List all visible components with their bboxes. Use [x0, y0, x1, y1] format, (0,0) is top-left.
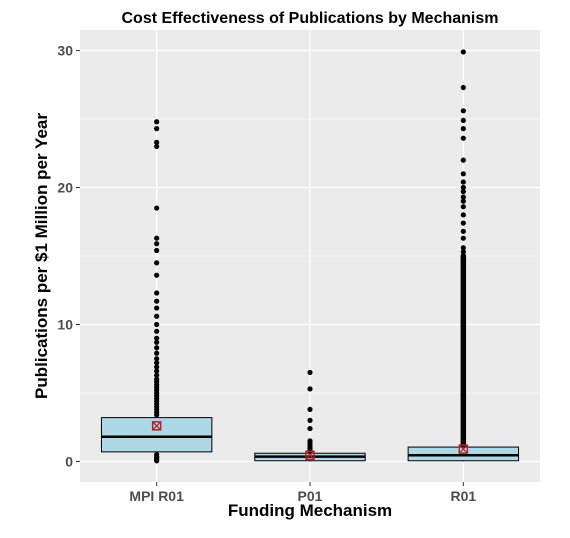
box: [100, 417, 213, 453]
box-group-mpi-r01: [100, 119, 213, 464]
outlier-point: [460, 235, 466, 241]
outlier-point: [460, 228, 466, 234]
outlier-point: [460, 157, 466, 163]
outlier-point: [154, 205, 160, 211]
box: [407, 446, 520, 462]
outlier-point: [154, 241, 160, 247]
outlier-point: [307, 425, 313, 432]
outlier-point: [154, 119, 160, 125]
box-group-p01: [254, 369, 366, 462]
outlier-point: [460, 212, 466, 218]
mean-marker: [151, 421, 162, 431]
x-tick-label: R01: [450, 488, 476, 504]
x-axis-title: Funding Mechanism: [228, 501, 392, 520]
outlier-point: [460, 245, 466, 251]
outlier-point: [154, 328, 160, 334]
outlier-point: [154, 260, 160, 266]
mean-marker-cross: [305, 450, 315, 460]
outlier-point: [154, 452, 160, 458]
outlier-point: [154, 350, 160, 356]
outlier-point: [154, 290, 160, 296]
y-axis-title: Publications per $1 Million per Year: [32, 113, 51, 399]
outlier-point: [307, 417, 313, 423]
x-tick-label: MPI R01: [129, 488, 184, 504]
outlier-point: [460, 189, 466, 195]
outlier-point: [154, 376, 160, 382]
outlier-point: [154, 368, 160, 374]
outlier-point: [154, 339, 160, 345]
outlier-point: [460, 249, 466, 255]
outlier-point: [154, 321, 160, 328]
outlier-point: [460, 108, 466, 114]
mean-marker: [458, 444, 469, 454]
outlier-point: [154, 305, 160, 311]
outlier-point: [154, 356, 160, 362]
mean-marker-cross: [458, 444, 468, 454]
outlier-point: [460, 179, 466, 185]
outlier-point: [154, 298, 160, 304]
y-tick-label: 30: [57, 43, 73, 59]
outlier-point: [460, 49, 466, 55]
y-tick-label: 0: [65, 453, 73, 469]
outlier-point: [154, 272, 160, 278]
outlier-point: [307, 438, 313, 444]
box-group-r01: [407, 49, 520, 462]
outlier-point: [460, 135, 466, 141]
outlier-point: [154, 235, 160, 241]
axis-layer: 0 10 20 30 MPI R01 P01 R01: [57, 43, 476, 504]
y-tick-label: 10: [57, 316, 73, 332]
chart-title: Cost Effectiveness of Publications by Me…: [122, 10, 499, 27]
y-tick-label: 20: [57, 180, 73, 196]
box-layer: [100, 49, 520, 464]
outlier-point: [460, 198, 466, 204]
outlier-point: [154, 126, 160, 132]
outlier-point: [307, 386, 313, 392]
outlier-point: [154, 247, 160, 254]
outlier-point: [460, 84, 466, 91]
x-tick-label: P01: [298, 488, 323, 504]
mean-marker: [305, 450, 315, 461]
outlier-point: [460, 117, 466, 123]
outlier-point: [460, 126, 466, 132]
outlier-point: [460, 204, 466, 210]
outlier-point: [460, 220, 466, 226]
outlier-point: [460, 184, 466, 191]
outlier-point: [154, 364, 160, 370]
outlier-point: [307, 369, 313, 376]
outlier-point: [307, 406, 313, 413]
mean-marker-cross: [152, 421, 162, 431]
outlier-point: [154, 360, 160, 366]
outlier-point: [154, 143, 160, 150]
outlier-point: [154, 372, 160, 378]
outlier-point: [154, 313, 160, 319]
outlier-point: [154, 345, 160, 351]
outlier-point: [460, 194, 466, 200]
outlier-point: [154, 335, 160, 341]
outlier-point: [154, 139, 160, 145]
outlier-point: [460, 171, 466, 177]
